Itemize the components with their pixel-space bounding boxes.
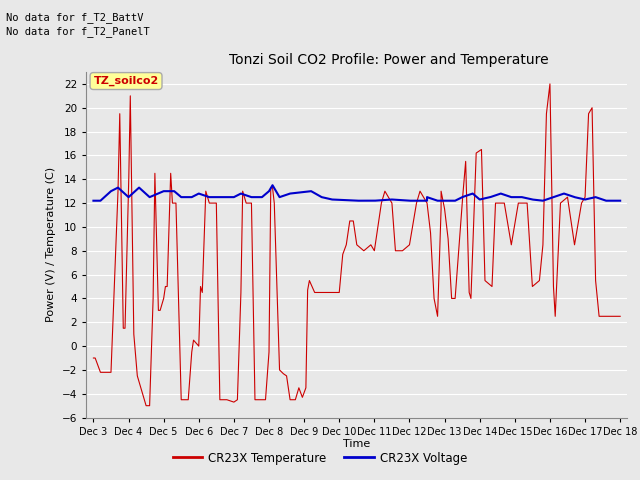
Y-axis label: Power (V) / Temperature (C): Power (V) / Temperature (C) xyxy=(47,167,56,323)
X-axis label: Time: Time xyxy=(343,439,371,449)
Title: Tonzi Soil CO2 Profile: Power and Temperature: Tonzi Soil CO2 Profile: Power and Temper… xyxy=(229,53,549,67)
Text: No data for f_T2_PanelT: No data for f_T2_PanelT xyxy=(6,26,150,37)
Text: No data for f_T2_BattV: No data for f_T2_BattV xyxy=(6,12,144,23)
Legend: CR23X Temperature, CR23X Voltage: CR23X Temperature, CR23X Voltage xyxy=(168,447,472,469)
Text: TZ_soilco2: TZ_soilco2 xyxy=(93,76,159,86)
